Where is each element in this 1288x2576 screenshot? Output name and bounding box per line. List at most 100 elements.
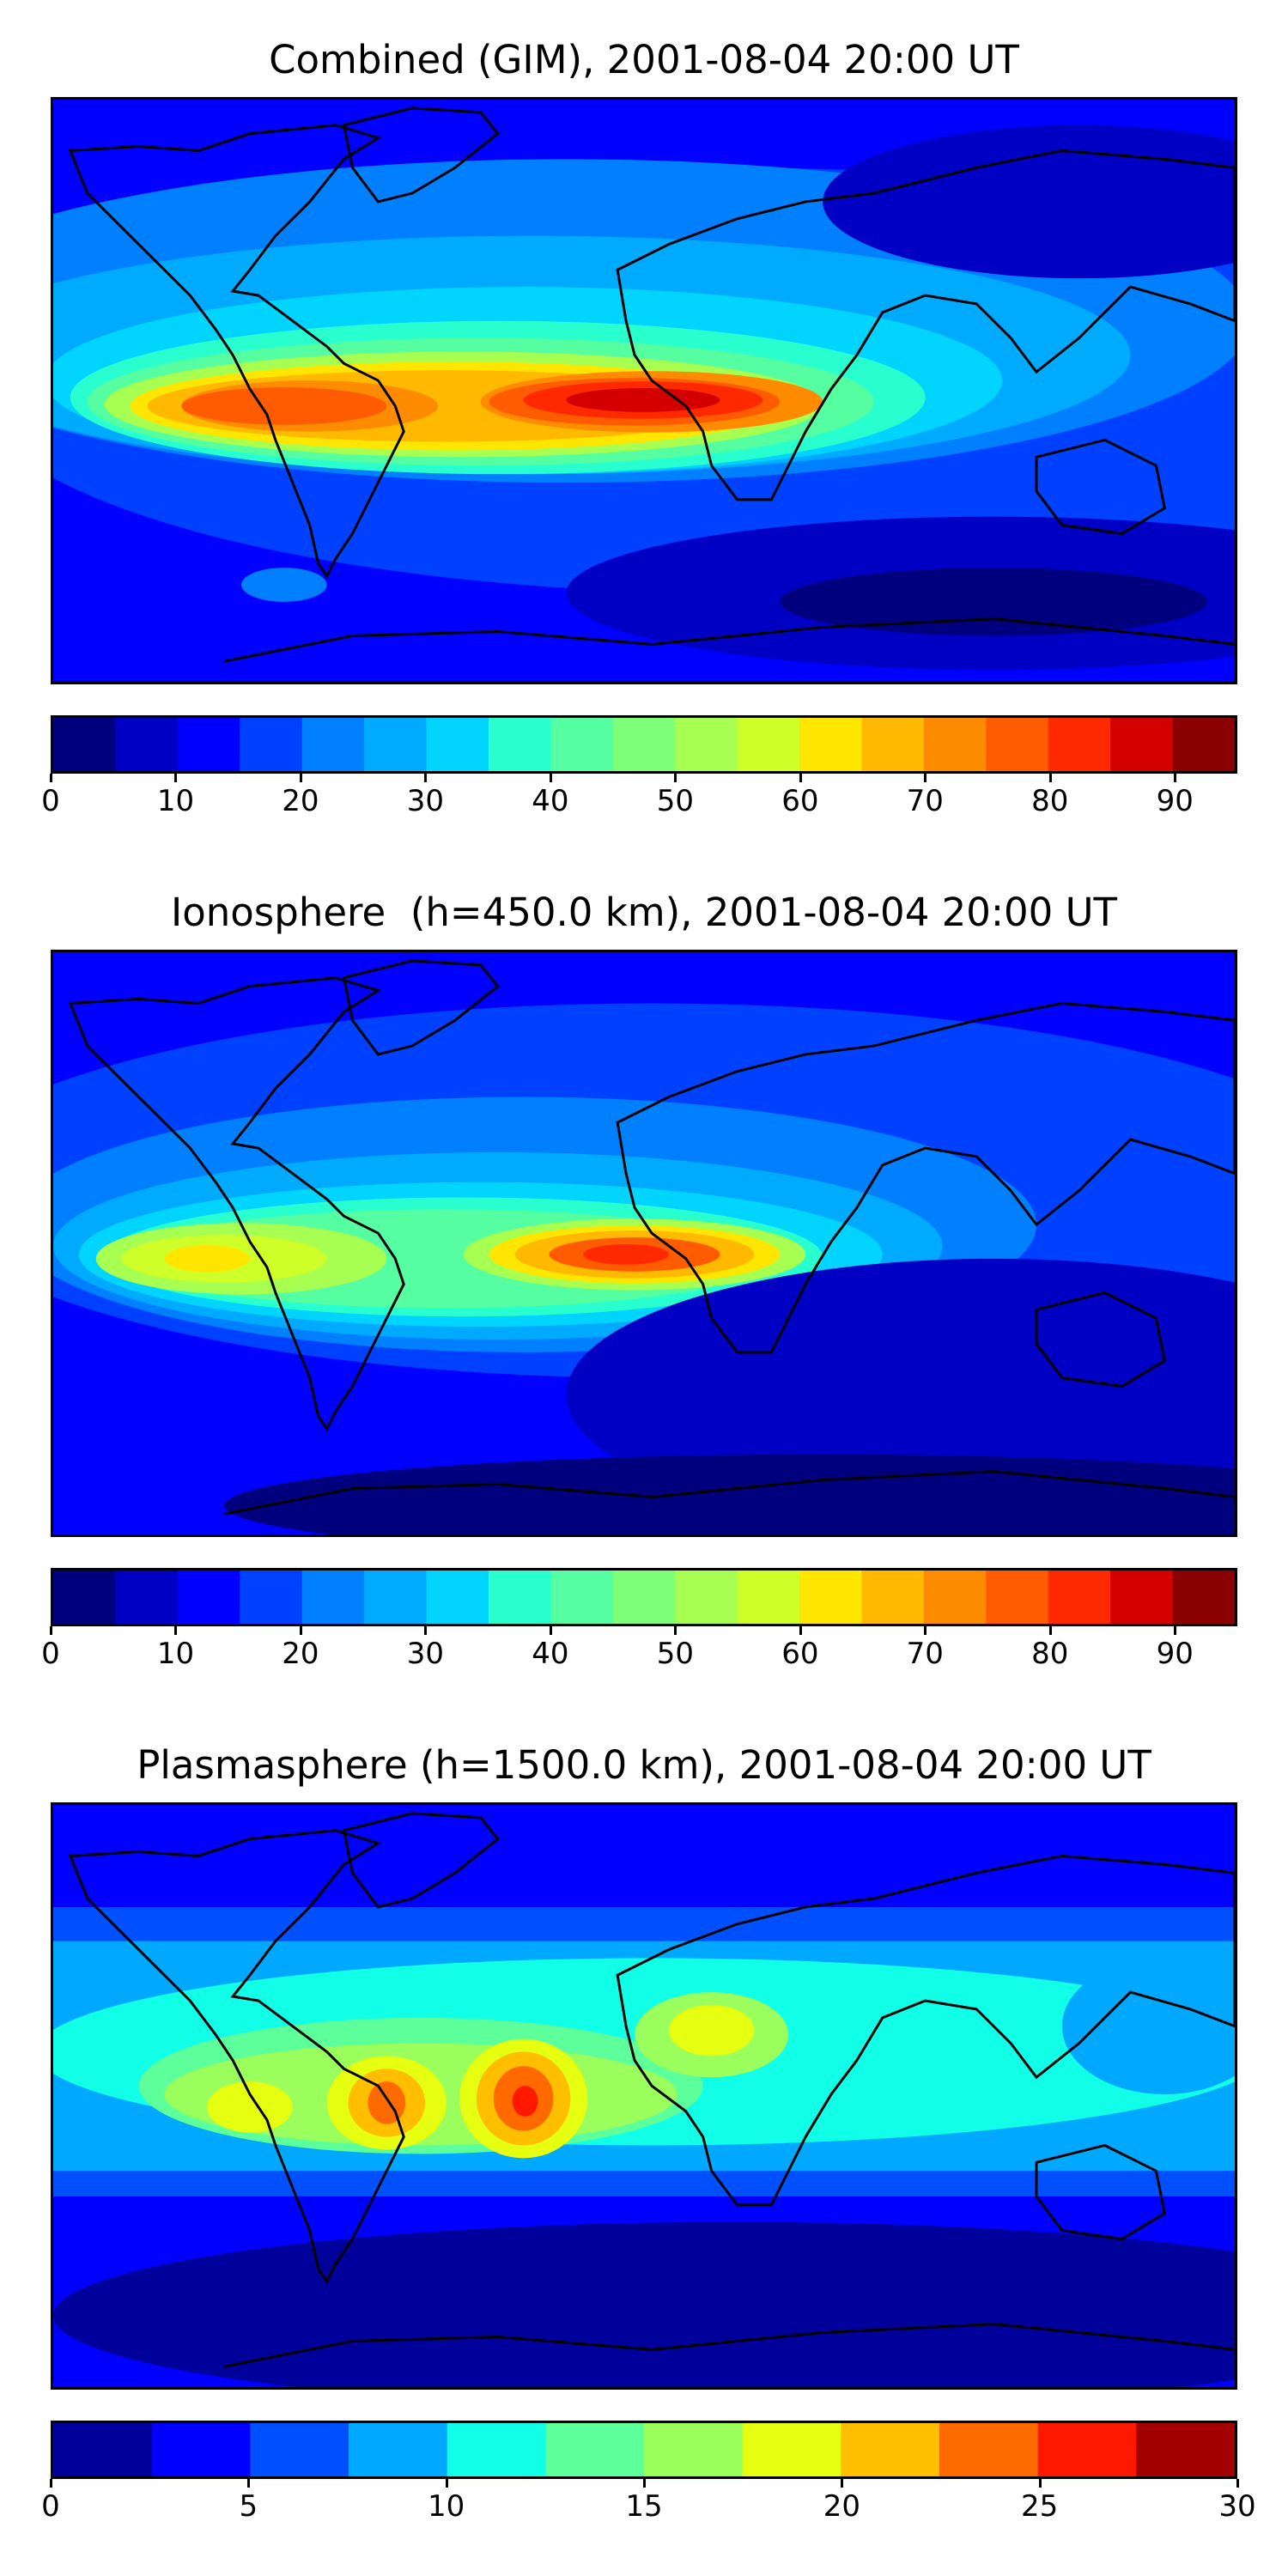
panel-3-title: Plasmasphere (h=1500.0 km), 2001-08-04 2…: [137, 1742, 1151, 1788]
colorbar-tick: [174, 1626, 178, 1635]
colorbar-tick: [1174, 1626, 1177, 1635]
panel-3-colorbar: [51, 2421, 1237, 2479]
colorbar-tick: [674, 1626, 677, 1635]
field-contour: [583, 1243, 669, 1265]
colorbar-tick: [50, 2479, 52, 2488]
colorbar-segment: [1037, 2423, 1137, 2476]
field-contour: [780, 568, 1208, 636]
greenland-coast: [342, 959, 500, 1056]
colorbar-segment: [923, 1571, 987, 1624]
colorbar-tick: [299, 774, 302, 782]
colorbar-segment: [250, 2423, 349, 2476]
colorbar-tick: [1174, 774, 1177, 782]
colorbar-segment: [1110, 1571, 1174, 1624]
colorbar-segment: [923, 718, 987, 771]
colorbar-tick-label: 30: [406, 1637, 445, 1671]
colorbar-tick: [424, 1626, 428, 1635]
colorbar-tick: [50, 774, 52, 782]
colorbar-segment: [861, 718, 925, 771]
field-contour: [207, 2081, 293, 2133]
colorbar-tick-label: 10: [428, 2489, 465, 2524]
coastlines: [68, 1812, 1235, 2368]
colorbar-segment: [488, 1571, 551, 1624]
colorbar-segment: [1172, 718, 1235, 771]
eurasia-africa-coast: [616, 149, 1235, 501]
colorbar-tick-label: 60: [781, 1637, 819, 1671]
colorbar-segment: [675, 718, 738, 771]
colorbar-segment: [151, 2423, 251, 2476]
coastlines: [68, 106, 1235, 663]
colorbar-segment: [115, 718, 179, 771]
colorbar-tick: [643, 2479, 646, 2488]
colorbar-segment: [644, 2423, 744, 2476]
colorbar-segment: [841, 2423, 940, 2476]
panel-1-title: Combined (GIM), 2001-08-04 20:00 UT: [269, 37, 1019, 82]
colorbar-segment: [115, 1571, 179, 1624]
colorbar-tick-label: 20: [282, 1637, 319, 1671]
colorbar-segment: [1136, 2423, 1235, 2476]
colorbar-tick: [799, 1626, 802, 1635]
colorbar-segment: [177, 1571, 240, 1624]
colorbar-tick-label: 25: [1021, 2489, 1059, 2524]
colorbar-segment: [545, 2423, 645, 2476]
panel-1-colorbar-svg: [53, 718, 1235, 771]
colorbar-segment: [1048, 718, 1111, 771]
colorbar-tick-label: 50: [656, 784, 694, 818]
field-contour: [224, 1454, 1235, 1534]
panel-2-colorbar-ticks: 0 10 20 30 40 50 60 70 80 90: [41, 1626, 1237, 1678]
colorbar-tick: [924, 1626, 927, 1635]
colorbar-tick-label: 0: [41, 1637, 60, 1671]
antarctica-coast: [223, 1470, 1235, 1516]
colorbar-tick-label: 50: [656, 1637, 694, 1671]
greenland-coast: [342, 106, 500, 204]
field-contour: [512, 2086, 538, 2117]
colorbar-tick-label: 10: [156, 1637, 195, 1671]
colorbar-tick-label: 80: [1031, 1637, 1069, 1671]
antarctica-coast: [223, 2323, 1235, 2368]
colorbar-tick-label: 30: [406, 784, 445, 818]
colorbar-tick: [674, 774, 677, 782]
colorbar-tick-label: 20: [282, 784, 319, 818]
colorbar-segment: [349, 2423, 448, 2476]
colorbar-segment: [240, 718, 303, 771]
colorbar-tick: [1048, 774, 1052, 782]
colorbar-tick-label: 0: [41, 2489, 60, 2524]
colorbar-segment: [550, 718, 614, 771]
colorbar-segment: [550, 1571, 614, 1624]
panel-3-colorbar-ticks: 0 5 10 15 20 25 30: [41, 2479, 1256, 2530]
colorbar-tick-label: 30: [1218, 2489, 1256, 2524]
field-contour: [164, 1244, 251, 1273]
colorbar-segment: [177, 718, 240, 771]
colorbar-segment: [426, 1571, 489, 1624]
antarctica-coast: [223, 617, 1235, 663]
colorbar-segment: [1172, 1571, 1235, 1624]
colorbar-tick-label: 70: [906, 1637, 944, 1671]
colorbar-segment: [364, 1571, 428, 1624]
colorbar-tick-label: 90: [1156, 784, 1194, 818]
colorbar-tick: [299, 1626, 302, 1635]
colorbar-tick: [924, 774, 927, 782]
colorbar-tick: [549, 774, 552, 782]
colorbar-segment: [53, 718, 117, 771]
panel-2-map: [51, 950, 1237, 1537]
coastlines: [68, 959, 1235, 1516]
australia-coast: [1035, 438, 1167, 536]
colorbar-tick: [799, 774, 802, 782]
panel-3-colorbar-svg: [53, 2423, 1235, 2476]
colorbar-segment: [53, 1571, 117, 1624]
panel-2-map-svg: [53, 952, 1235, 1534]
colorbar-tick: [174, 774, 178, 782]
australia-coast: [1035, 1291, 1167, 1388]
colorbar-segment: [799, 1571, 863, 1624]
colorbar-segment: [986, 718, 1049, 771]
colorbar-segment: [447, 2423, 546, 2476]
colorbar-segment: [612, 718, 676, 771]
colorbar-tick-label: 5: [239, 2489, 258, 2524]
colorbar-tick: [1038, 2479, 1042, 2488]
colorbar-segment: [799, 718, 863, 771]
colorbar-segment: [737, 1571, 800, 1624]
panel-1-colorbar-ticks: 0 10 20 30 40 50 60 70 80 90: [41, 774, 1237, 825]
colorbar-tick: [445, 2479, 448, 2488]
colorbar-segment: [986, 1571, 1049, 1624]
colorbar-tick-label: 80: [1031, 784, 1069, 818]
